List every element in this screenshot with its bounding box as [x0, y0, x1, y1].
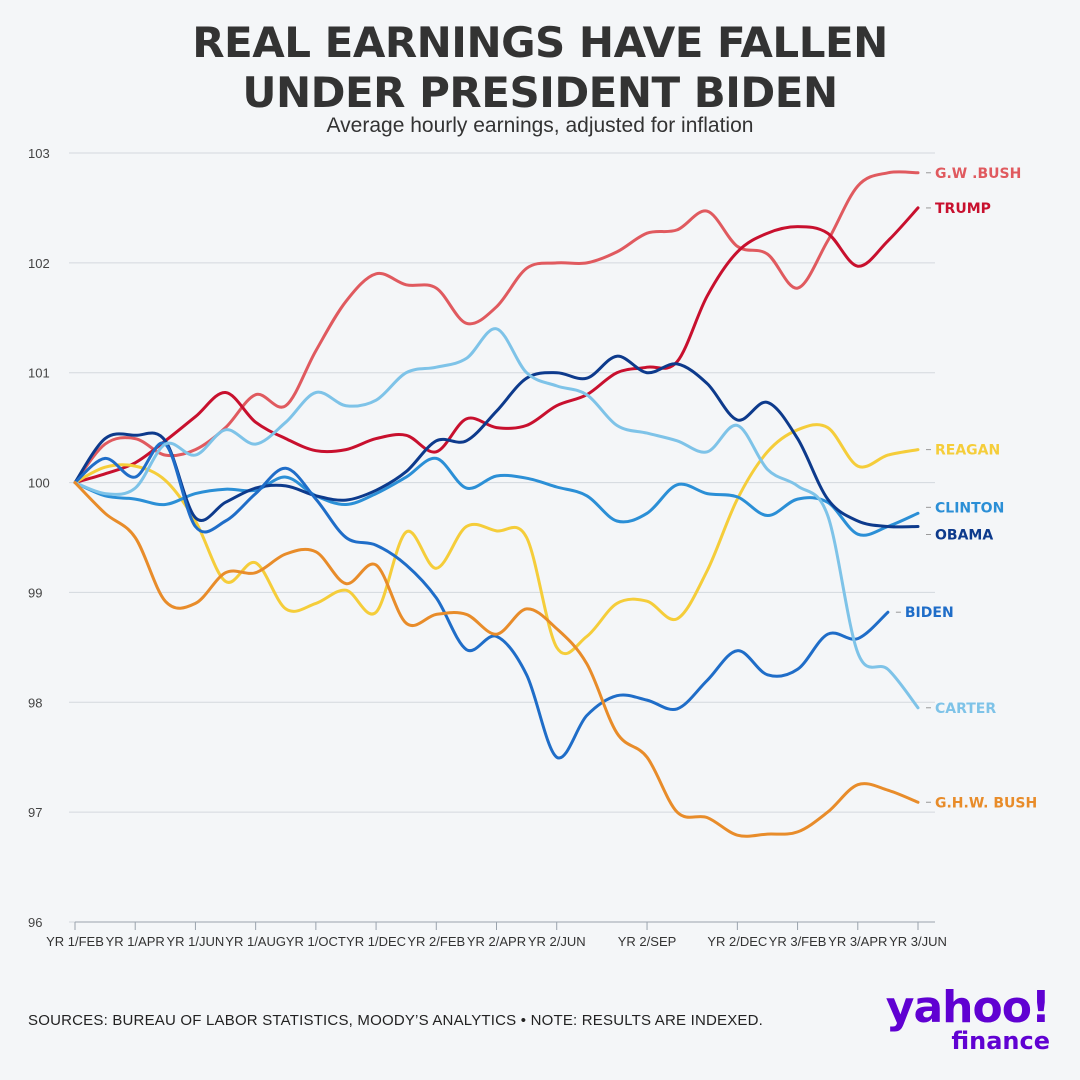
x-tick-label: YR 2/JUN — [528, 934, 586, 949]
grid-lines — [69, 152, 935, 923]
x-tick-label: YR 3/FEB — [769, 934, 827, 949]
x-tick-label: YR 2/FEB — [407, 934, 465, 949]
x-tick-label: YR 1/JUN — [167, 934, 225, 949]
chart-title: REAL EARNINGS HAVE FALLEN UNDER PRESIDEN… — [0, 18, 1080, 118]
x-tick-label: YR 2/DEC — [707, 934, 767, 949]
logo-word: yahoo! — [885, 982, 1051, 1033]
x-tick-label: YR 2/SEP — [618, 934, 677, 949]
yahoo-finance-logo: yahoo! finance — [885, 982, 1051, 1055]
y-tick-label: 98 — [28, 695, 42, 710]
series-label-g-h-w-bush: G.H.W. BUSH — [935, 795, 1037, 811]
series-line-carter — [73, 327, 920, 710]
y-tick-label: 96 — [28, 915, 42, 930]
series-line-g-h-w-bush — [73, 481, 920, 838]
series-line-trump — [73, 206, 920, 485]
series-line-reagan — [73, 423, 920, 656]
series-label-reagan: REAGAN — [935, 443, 1000, 459]
x-tick-label: YR 1/APR — [106, 934, 165, 949]
x-tick-label: YR 1/DEC — [346, 934, 406, 949]
series-line-g-w-bush — [73, 170, 920, 485]
y-tick-label: 103 — [28, 146, 50, 161]
logo-sub: finance — [951, 1027, 1050, 1055]
x-tick-label: YR 3/JUN — [889, 934, 947, 949]
series-label-carter: CARTER — [935, 701, 996, 717]
series-lines — [73, 170, 920, 838]
series-label-obama: OBAMA — [935, 528, 993, 544]
y-tick-label: 102 — [28, 256, 50, 271]
series-labels: G.W .BUSH TRUMP REAGAN CLINTON OBAMA BIDEN CAR… — [895, 166, 1037, 811]
series-label-clinton: CLINTON — [935, 500, 1004, 516]
x-tick-label: YR 1/OCT — [286, 934, 346, 949]
title-line-1: REAL EARNINGS HAVE FALLEN — [192, 18, 888, 67]
y-tick-label: 99 — [28, 585, 42, 600]
title-line-2: UNDER PRESIDENT BIDEN — [242, 68, 838, 117]
x-tick-label: YR 1/AUG — [225, 934, 286, 949]
x-tick-label: YR 2/APR — [467, 934, 526, 949]
series-line-biden — [73, 441, 890, 760]
x-tick-label: YR 3/APR — [828, 934, 887, 949]
series-label-g-w-bush: G.W .BUSH — [935, 166, 1021, 182]
series-label-biden: BIDEN — [905, 605, 954, 621]
series-line-clinton — [73, 456, 920, 537]
y-tick-label: 100 — [28, 476, 50, 491]
y-tick-label: 101 — [28, 366, 50, 381]
sources-note: SOURCES: BUREAU OF LABOR STATISTICS, MOO… — [28, 1012, 764, 1029]
chart-subtitle: Average hourly earnings, adjusted for in… — [326, 114, 754, 137]
series-line-obama — [73, 354, 920, 529]
x-tick-label: YR 1/FEB — [46, 934, 104, 949]
series-label-trump: TRUMP — [935, 201, 991, 217]
y-tick-label: 97 — [28, 805, 42, 820]
